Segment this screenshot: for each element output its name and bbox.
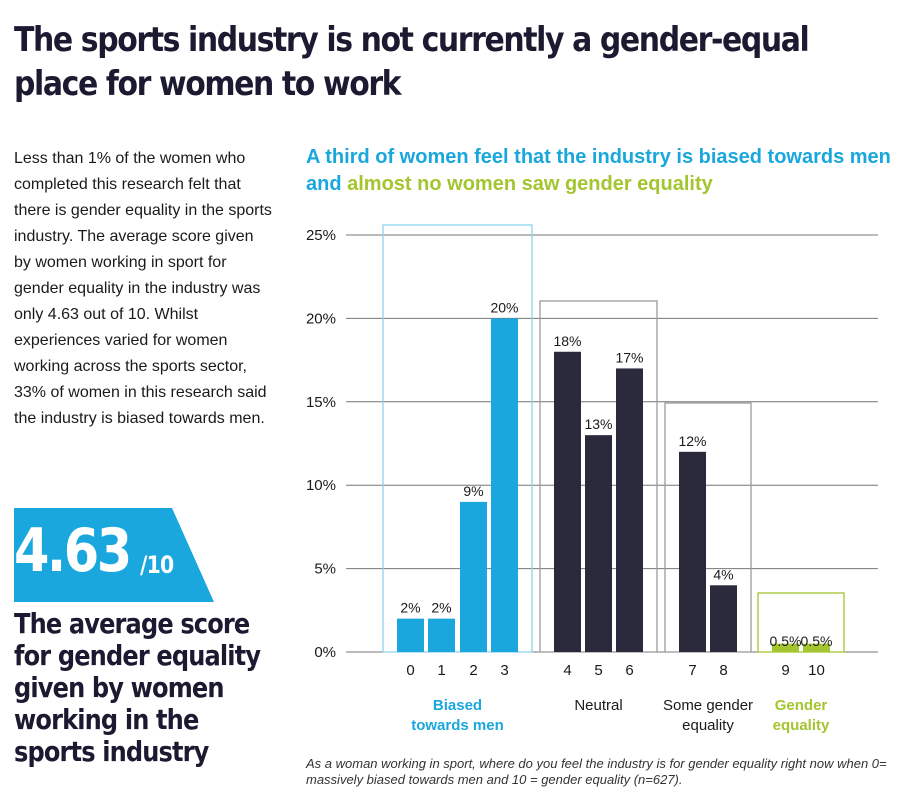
y-tick-label: 5% (314, 561, 336, 578)
intro-paragraph: Less than 1% of the women who completed … (14, 150, 272, 427)
group-box (664, 402, 752, 653)
bar (428, 618, 455, 652)
group-label: equality (682, 717, 734, 734)
bar-value-label: 18% (553, 333, 581, 349)
x-tick-label: 1 (437, 662, 445, 679)
bar-value-label: 9% (463, 483, 483, 499)
x-tick-label: 3 (500, 662, 508, 679)
score-badge-shape (14, 508, 214, 602)
x-tick-label: 9 (781, 662, 789, 679)
bar (554, 351, 581, 652)
bar-value-label: 12% (678, 433, 706, 449)
y-tick-label: 10% (306, 477, 336, 494)
bar (710, 585, 737, 652)
bar (616, 368, 643, 652)
bar (679, 451, 706, 652)
x-tick-label: 6 (625, 662, 633, 679)
bar-value-label: 17% (615, 349, 643, 365)
page-title: The sports industry is not currently a g… (14, 20, 810, 104)
chart-title: A third of women feel that the industry … (306, 144, 904, 198)
group-label: equality (773, 717, 830, 734)
y-tick-label: 0% (314, 644, 336, 661)
y-tick-label: 25% (306, 227, 336, 244)
bar-value-label: 13% (584, 416, 612, 432)
bar-value-label: 2% (400, 600, 420, 616)
x-tick-label: 7 (688, 662, 696, 679)
bar-value-label: 0.5% (801, 633, 833, 649)
bar (772, 643, 799, 652)
score-suffix: /10 (140, 551, 174, 579)
x-tick-label: 8 (719, 662, 727, 679)
bar (397, 618, 424, 652)
score-badge (14, 508, 214, 602)
y-tick-label: 15% (306, 394, 336, 411)
chart-title-part2: almost no women saw gender equality (347, 173, 713, 195)
chart-footnote: As a woman working in sport, where do yo… (306, 756, 887, 787)
x-tick-label: 0 (406, 662, 414, 679)
group-label: Gender (775, 697, 828, 714)
bar-value-label: 4% (713, 566, 733, 582)
score-caption: The average score for gender equality gi… (14, 607, 261, 768)
bar (491, 318, 518, 652)
chart-title-part1: A third of women feel that the industry … (306, 146, 891, 195)
bar-value-label: 20% (490, 299, 518, 315)
score-value: 4.63 (14, 516, 132, 586)
group-label: Biased (433, 697, 482, 714)
bar (585, 435, 612, 652)
bar (803, 643, 830, 652)
group-label: Some gender (663, 697, 753, 714)
y-tick-label: 20% (306, 310, 336, 327)
x-tick-label: 2 (469, 662, 477, 679)
bar (460, 501, 487, 652)
group-label: towards men (411, 717, 504, 734)
bar-value-label: 0.5% (770, 633, 802, 649)
x-tick-label: 4 (563, 662, 571, 679)
bar-value-label: 2% (431, 600, 451, 616)
x-tick-label: 5 (594, 662, 602, 679)
group-label: Neutral (574, 697, 622, 714)
group-box (757, 592, 845, 653)
group-box (382, 224, 533, 653)
x-tick-label: 10 (808, 662, 825, 679)
